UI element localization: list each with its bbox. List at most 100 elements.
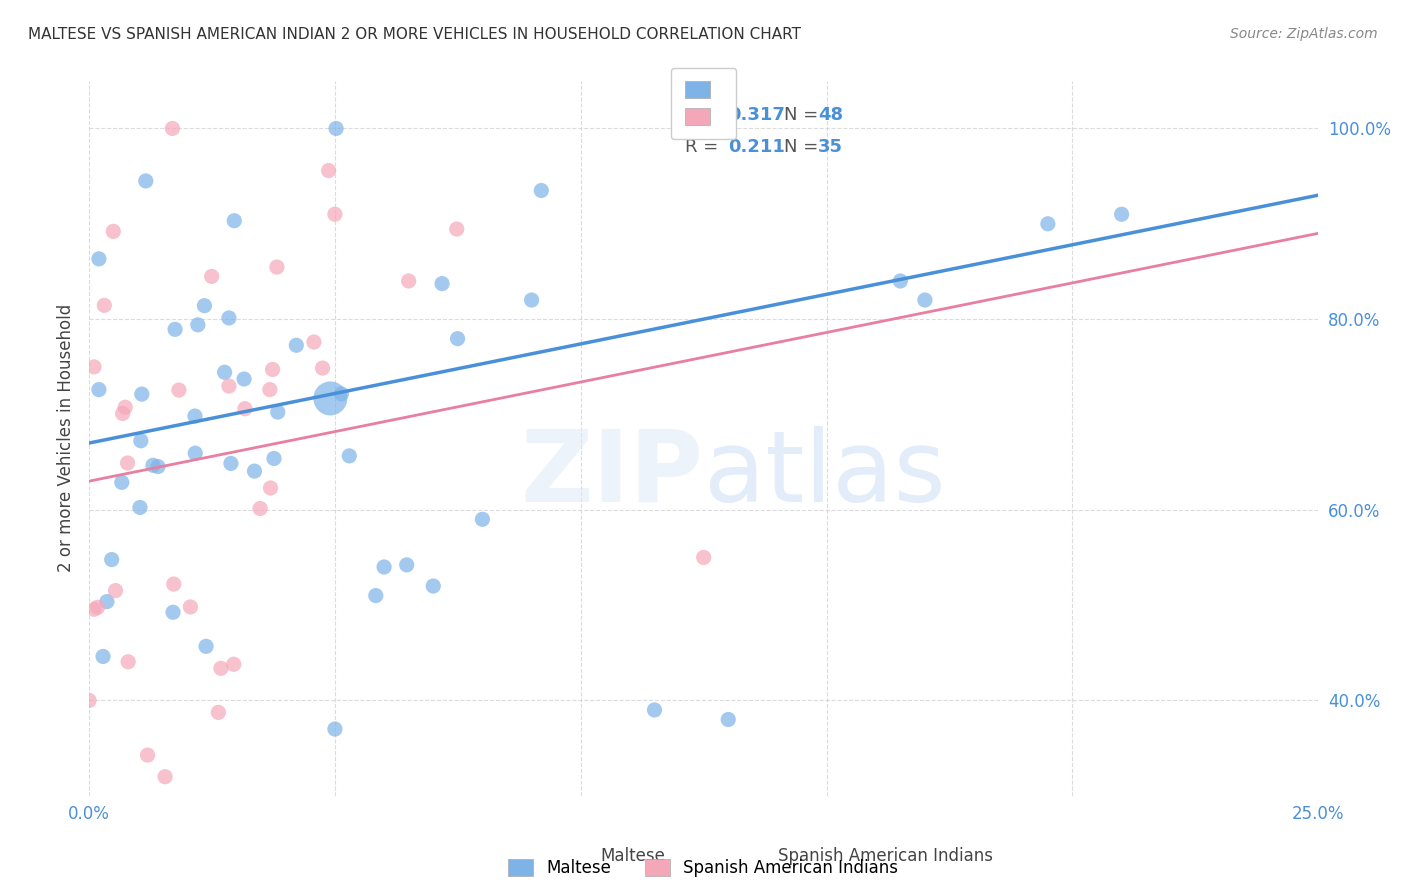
Point bbox=[167, 383, 190, 397]
Point bbox=[87, 383, 110, 397]
Point bbox=[259, 481, 281, 495]
Point bbox=[1111, 207, 1133, 221]
Point bbox=[262, 362, 284, 376]
Point bbox=[111, 475, 134, 490]
Point bbox=[219, 457, 242, 471]
Point bbox=[135, 174, 157, 188]
Point bbox=[446, 332, 468, 346]
Point bbox=[91, 649, 114, 664]
Point bbox=[142, 458, 165, 473]
Point bbox=[218, 379, 240, 393]
Text: N =: N = bbox=[783, 138, 824, 156]
Text: 0.317: 0.317 bbox=[728, 106, 785, 124]
Text: 48: 48 bbox=[818, 106, 844, 124]
Point bbox=[318, 163, 340, 178]
Point bbox=[93, 298, 115, 312]
Point bbox=[201, 269, 224, 284]
Point bbox=[263, 451, 285, 466]
Point bbox=[86, 600, 108, 615]
Legend: Maltese, Spanish American Indians: Maltese, Spanish American Indians bbox=[502, 852, 904, 884]
Point bbox=[325, 121, 347, 136]
Point bbox=[114, 401, 136, 415]
Point bbox=[311, 361, 333, 376]
Text: 0.211: 0.211 bbox=[728, 138, 785, 156]
Point bbox=[471, 512, 494, 526]
Point bbox=[285, 338, 308, 352]
Point bbox=[131, 387, 153, 401]
Point bbox=[104, 583, 127, 598]
Point bbox=[373, 560, 395, 574]
Point bbox=[302, 334, 325, 349]
Point bbox=[162, 121, 184, 136]
Point bbox=[129, 434, 152, 448]
Point bbox=[530, 184, 553, 198]
Text: Spanish American Indians: Spanish American Indians bbox=[779, 847, 993, 865]
Point bbox=[889, 274, 911, 288]
Text: Maltese: Maltese bbox=[600, 847, 665, 865]
Point bbox=[692, 550, 714, 565]
Point bbox=[103, 224, 125, 238]
Point bbox=[117, 456, 139, 470]
Point bbox=[520, 293, 543, 307]
Point bbox=[214, 365, 236, 379]
Point bbox=[193, 299, 215, 313]
Point bbox=[146, 459, 169, 474]
Text: ZIP: ZIP bbox=[520, 425, 703, 523]
Point bbox=[422, 579, 444, 593]
Point bbox=[430, 277, 453, 291]
Text: R =: R = bbox=[685, 138, 724, 156]
Point bbox=[136, 747, 159, 762]
Point bbox=[446, 222, 468, 236]
Point bbox=[117, 655, 139, 669]
Point bbox=[153, 770, 176, 784]
Point bbox=[195, 640, 218, 654]
Point bbox=[323, 722, 346, 736]
Point bbox=[83, 359, 105, 374]
Text: 35: 35 bbox=[818, 138, 844, 156]
Point bbox=[243, 464, 266, 478]
Point bbox=[179, 599, 201, 614]
Point bbox=[330, 387, 353, 401]
Point bbox=[162, 605, 184, 619]
Point bbox=[266, 260, 288, 274]
Point bbox=[337, 449, 360, 463]
Point bbox=[222, 657, 245, 672]
Point bbox=[87, 252, 110, 266]
Point bbox=[267, 405, 290, 419]
Point bbox=[398, 274, 420, 288]
Point bbox=[209, 661, 232, 675]
Text: N =: N = bbox=[783, 106, 824, 124]
Point bbox=[914, 293, 936, 307]
Point bbox=[77, 693, 100, 707]
Point bbox=[259, 383, 281, 397]
Point bbox=[96, 594, 118, 608]
Point bbox=[218, 310, 240, 325]
Point bbox=[233, 401, 256, 416]
Y-axis label: 2 or more Vehicles in Household: 2 or more Vehicles in Household bbox=[58, 304, 75, 573]
Point bbox=[165, 322, 187, 336]
Legend: , : , bbox=[671, 68, 737, 139]
Point bbox=[233, 372, 256, 386]
Text: Source: ZipAtlas.com: Source: ZipAtlas.com bbox=[1230, 27, 1378, 41]
Text: MALTESE VS SPANISH AMERICAN INDIAN 2 OR MORE VEHICLES IN HOUSEHOLD CORRELATION C: MALTESE VS SPANISH AMERICAN INDIAN 2 OR … bbox=[28, 27, 801, 42]
Text: atlas: atlas bbox=[703, 425, 945, 523]
Point bbox=[187, 318, 209, 332]
Point bbox=[111, 407, 134, 421]
Point bbox=[1036, 217, 1059, 231]
Point bbox=[207, 706, 229, 720]
Point bbox=[163, 577, 186, 591]
Point bbox=[364, 589, 387, 603]
Point bbox=[323, 207, 346, 221]
Point bbox=[83, 602, 105, 616]
Point bbox=[184, 446, 207, 460]
Point bbox=[249, 501, 271, 516]
Point bbox=[184, 409, 207, 423]
Point bbox=[100, 552, 122, 566]
Point bbox=[395, 558, 418, 572]
Point bbox=[224, 213, 246, 227]
Point bbox=[644, 703, 666, 717]
Point bbox=[319, 392, 342, 406]
Text: R =: R = bbox=[685, 106, 724, 124]
Point bbox=[129, 500, 152, 515]
Point bbox=[717, 713, 740, 727]
